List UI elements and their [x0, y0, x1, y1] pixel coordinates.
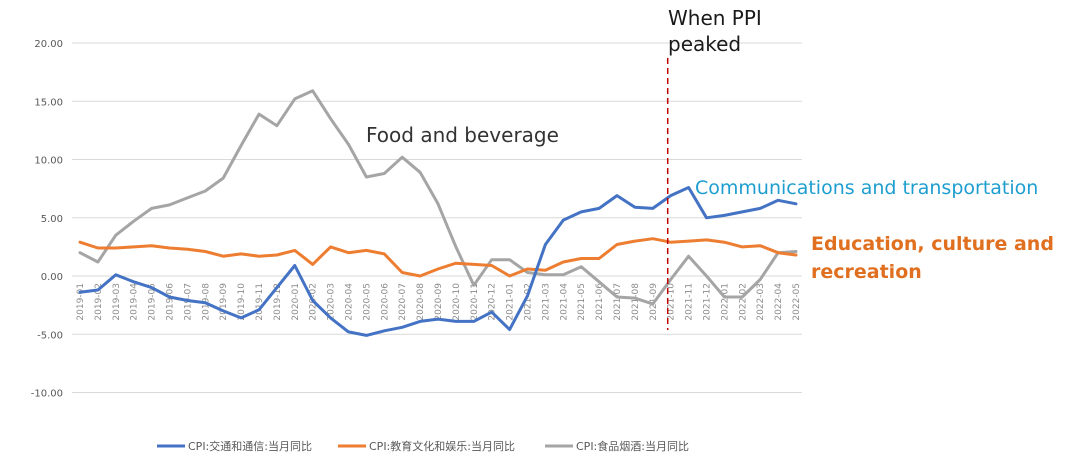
x-tick-label: 2020-08: [416, 283, 426, 321]
annotation-line: Food and beverage: [366, 123, 559, 147]
annotation-line: recreation: [811, 261, 922, 283]
legend-label: CPI:食品烟酒:当月同比: [576, 439, 689, 453]
series-line: [78, 237, 798, 278]
x-tick-label: 2021-03: [541, 283, 551, 321]
x-tick-label: 2019-12: [273, 283, 283, 321]
x-tick-label: 2021-08: [631, 283, 641, 321]
y-tick-label: 5.00: [41, 214, 63, 225]
x-tick-label: 2020-05: [362, 283, 372, 321]
series-line: [78, 89, 798, 306]
x-tick-label: 2021-02: [524, 283, 534, 321]
x-tick-label: 2019-10: [237, 283, 247, 321]
x-tick-label: 2021-01: [506, 283, 516, 321]
x-tick-label: 2022-02: [738, 283, 748, 321]
x-tick-label: 2019-01: [76, 283, 86, 321]
x-tick-label: 2019-09: [219, 283, 229, 321]
gridlines: [72, 42, 802, 393]
x-tick-label: 2019-03: [112, 283, 122, 321]
x-tick-label: 2019-04: [130, 283, 140, 321]
x-tick-label: 2022-05: [792, 283, 802, 321]
x-tick-label: 2019-06: [166, 283, 176, 321]
legend-label: CPI:交通和通信:当月同比: [188, 439, 312, 453]
legend-label: CPI:教育文化和娱乐:当月同比: [369, 439, 515, 453]
x-tick-label: 2020-11: [470, 283, 480, 321]
annotation-line: Communications and transportation: [695, 177, 1038, 199]
comm-annotation: Communications and transportation: [695, 177, 1038, 199]
x-tick-label: 2020-10: [452, 283, 462, 321]
y-tick-label: 15.00: [34, 97, 63, 108]
x-tick-label: 2022-04: [774, 283, 784, 321]
annotation-line: Education, culture and: [811, 233, 1054, 255]
x-tick-label: 2020-03: [327, 283, 337, 321]
x-tick-label: 2019-05: [148, 283, 158, 321]
x-tick-label: 2020-09: [434, 283, 444, 321]
legend-item: CPI:食品烟酒:当月同比: [545, 439, 689, 453]
y-axis-labels: 20.00 15.00 10.00 5.00 0.00 -5.00 -10.00: [31, 39, 63, 400]
x-tick-label: 2019-02: [94, 283, 104, 321]
x-tick-label: 2020-06: [380, 283, 390, 321]
series-group: [78, 89, 798, 337]
x-tick-label: 2021-12: [703, 283, 713, 321]
x-tick-label: 2021-11: [685, 283, 695, 321]
food-annotation: Food and beverage: [366, 123, 559, 147]
legend: CPI:交通和通信:当月同比 CPI:教育文化和娱乐:当月同比 CPI:食品烟酒:当…: [157, 439, 689, 453]
x-tick-label: 2020-01: [291, 283, 301, 321]
legend-item: CPI:教育文化和娱乐:当月同比: [338, 439, 515, 453]
edu-annotation: Education, culture and recreation: [811, 233, 1054, 283]
legend-item: CPI:交通和通信:当月同比: [157, 439, 312, 453]
x-tick-label: 2020-04: [345, 283, 355, 321]
y-tick-label: 0.00: [41, 272, 63, 283]
ppi-annotation: When PPI peaked: [668, 6, 762, 56]
x-tick-label: 2021-10: [667, 283, 677, 321]
x-tick-label: 2022-03: [756, 283, 766, 321]
x-axis-labels: 2019-01 2019-02 2019-03 2019-04 2019-05 2019-…: [76, 283, 802, 321]
y-tick-label: -10.00: [31, 389, 63, 400]
x-tick-label: 2021-05: [577, 283, 587, 321]
x-tick-label: 2020-12: [488, 283, 498, 321]
y-tick-label: 10.00: [34, 156, 63, 167]
annotation-line: peaked: [668, 32, 741, 56]
y-tick-label: 20.00: [34, 39, 63, 50]
x-tick-label: 2020-07: [398, 283, 408, 321]
x-tick-label: 2022-01: [720, 283, 730, 321]
y-tick-label: -5.00: [37, 330, 63, 341]
x-tick-label: 2021-04: [559, 283, 569, 321]
series-line: [78, 186, 798, 337]
x-tick-label: 2021-06: [595, 283, 605, 321]
x-tick-label: 2019-11: [255, 283, 265, 321]
annotation-line: When PPI: [668, 6, 762, 30]
x-tick-label: 2021-07: [613, 283, 623, 321]
